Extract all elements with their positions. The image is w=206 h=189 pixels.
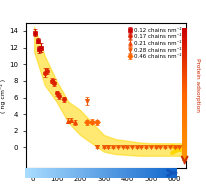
Y-axis label: Amount of adsorbed protein
( ng cm⁻² ): Amount of adsorbed protein ( ng cm⁻² ) bbox=[0, 51, 6, 140]
Legend: 0.12 chains nm⁻², 0.17 chains nm⁻², 0.21 chains nm⁻², 0.28 chains nm⁻², 0.46 cha: 0.12 chains nm⁻², 0.17 chains nm⁻², 0.21… bbox=[125, 26, 183, 62]
Text: Protein adsorption: Protein adsorption bbox=[194, 58, 199, 112]
